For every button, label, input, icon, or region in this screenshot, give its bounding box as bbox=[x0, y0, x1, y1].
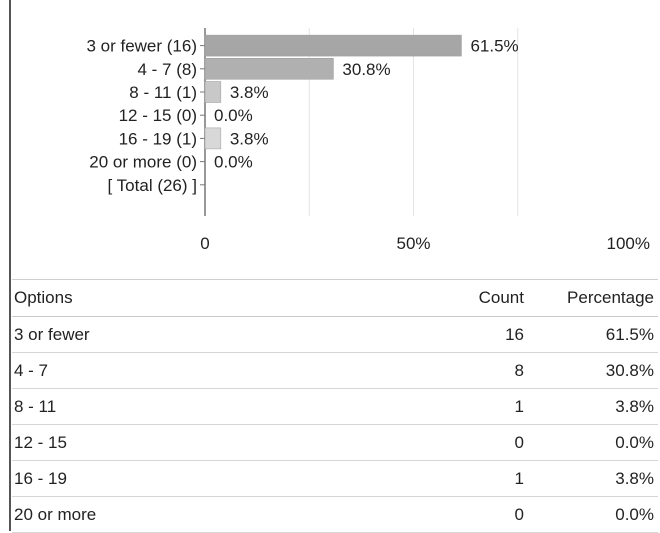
row-option: 20 or more bbox=[14, 505, 97, 524]
category-label: [ Total (26) ] bbox=[108, 176, 197, 195]
category-label: 3 or fewer (16) bbox=[86, 37, 197, 56]
bar-value-label: 3.8% bbox=[230, 129, 269, 148]
category-label: 16 - 19 (1) bbox=[119, 129, 197, 148]
row-percentage: 3.8% bbox=[615, 397, 654, 416]
bar-value-label: 3.8% bbox=[230, 83, 269, 102]
category-label: 8 - 11 (1) bbox=[129, 83, 197, 102]
row-option: 12 - 15 bbox=[14, 433, 67, 452]
header-percentage: Percentage bbox=[567, 288, 654, 307]
category-label: 12 - 15 (0) bbox=[119, 106, 197, 125]
row-percentage: 0.0% bbox=[615, 433, 654, 452]
row-option: 16 - 19 bbox=[14, 469, 67, 488]
bar bbox=[204, 81, 222, 103]
row-percentage: 0.0% bbox=[615, 505, 654, 524]
left-margin-rule bbox=[9, 0, 11, 531]
table-row: 4 - 7 8 30.8% bbox=[12, 353, 658, 389]
table-header-row: Options Count Percentage bbox=[12, 280, 658, 317]
table-row: 12 - 15 0 0.0% bbox=[12, 425, 658, 461]
row-percentage: 61.5% bbox=[605, 325, 654, 344]
category-label: 4 - 7 (8) bbox=[137, 60, 197, 79]
row-count: 8 bbox=[514, 361, 524, 380]
table-row: 20 or more 0 0.0% bbox=[12, 497, 658, 533]
bar bbox=[204, 58, 334, 80]
x-tick-label: 0 bbox=[200, 234, 209, 253]
table-row: 3 or fewer 16 61.5% bbox=[12, 317, 658, 353]
row-count: 16 bbox=[505, 325, 524, 344]
row-option: 4 - 7 bbox=[14, 361, 49, 380]
bar-value-label: 61.5% bbox=[470, 37, 518, 56]
row-percentage: 30.8% bbox=[605, 361, 654, 380]
table-row: 8 - 11 1 3.8% bbox=[12, 389, 658, 425]
bar-value-label: 0.0% bbox=[214, 153, 253, 172]
row-count: 0 bbox=[514, 433, 524, 452]
bar-value-label: 30.8% bbox=[342, 60, 390, 79]
table-row: 16 - 19 1 3.8% bbox=[12, 461, 658, 497]
row-percentage: 3.8% bbox=[615, 469, 654, 488]
category-label: 20 or more (0) bbox=[89, 153, 197, 172]
bar-value-label: 0.0% bbox=[214, 106, 253, 125]
bar bbox=[204, 127, 222, 150]
header-options: Options bbox=[14, 288, 73, 307]
row-count: 1 bbox=[514, 397, 524, 416]
row-option: 8 - 11 bbox=[14, 397, 57, 416]
header-count: Count bbox=[478, 288, 524, 307]
x-tick-label: 50% bbox=[396, 234, 430, 253]
row-count: 1 bbox=[514, 469, 524, 488]
results-table: Options Count Percentage 3 or fewer 16 6… bbox=[12, 279, 658, 533]
row-count: 0 bbox=[514, 505, 524, 524]
bar bbox=[204, 34, 462, 57]
x-tick-label: 100% bbox=[607, 234, 650, 253]
row-option: 3 or fewer bbox=[14, 325, 90, 344]
bar-chart: 3 or fewer (16) 61.5% 4 - 7 (8) 30.8% 8 - 11… bbox=[86, 28, 650, 253]
